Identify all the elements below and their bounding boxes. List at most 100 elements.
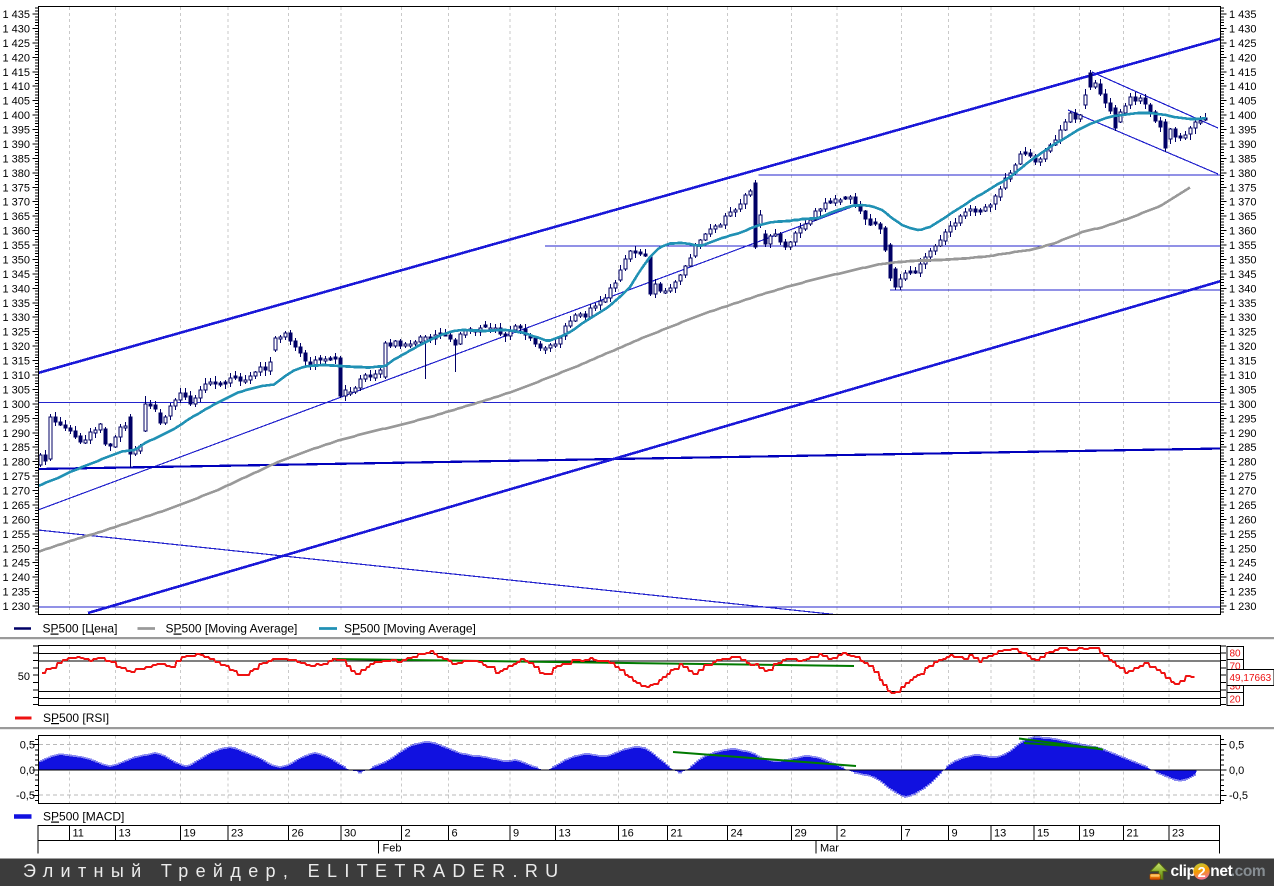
svg-text:29: 29 bbox=[795, 828, 807, 840]
svg-text:1 420: 1 420 bbox=[2, 53, 30, 65]
svg-text:19: 19 bbox=[1083, 828, 1095, 840]
svg-text:30: 30 bbox=[1230, 682, 1242, 693]
svg-text:0,0: 0,0 bbox=[20, 765, 35, 777]
svg-text:1 265: 1 265 bbox=[2, 500, 30, 512]
svg-text:1 425: 1 425 bbox=[2, 38, 30, 50]
svg-text:1 310: 1 310 bbox=[1229, 370, 1257, 382]
svg-text:15: 15 bbox=[1037, 828, 1049, 840]
svg-text:Feb: Feb bbox=[383, 843, 402, 855]
svg-text:1 390: 1 390 bbox=[2, 139, 30, 151]
svg-text:1 230: 1 230 bbox=[1229, 601, 1257, 613]
svg-text:1 355: 1 355 bbox=[1229, 240, 1257, 252]
svg-text:-0,5: -0,5 bbox=[16, 790, 35, 802]
svg-text:1 305: 1 305 bbox=[1229, 385, 1257, 397]
svg-text:1 405: 1 405 bbox=[1229, 96, 1257, 108]
svg-text:1 360: 1 360 bbox=[1229, 226, 1257, 238]
svg-text:1 260: 1 260 bbox=[2, 515, 30, 527]
svg-text:9: 9 bbox=[952, 828, 958, 840]
svg-text:1 410: 1 410 bbox=[2, 81, 30, 93]
svg-text:SP500 [Moving Average]: SP500 [Moving Average] bbox=[166, 622, 298, 636]
svg-text:19: 19 bbox=[184, 828, 196, 840]
svg-text:1 230: 1 230 bbox=[2, 601, 30, 613]
svg-text:1 380: 1 380 bbox=[2, 168, 30, 180]
svg-text:SP500 [MACD]: SP500 [MACD] bbox=[43, 810, 124, 824]
svg-text:SP500 [RSI]: SP500 [RSI] bbox=[43, 711, 109, 725]
svg-text:1 365: 1 365 bbox=[2, 211, 30, 223]
svg-text:1 255: 1 255 bbox=[2, 529, 30, 541]
svg-text:1 305: 1 305 bbox=[2, 385, 30, 397]
svg-text:Элитный Трейдер, ELITETRADER.R: Элитный Трейдер, ELITETRADER.RU bbox=[23, 861, 566, 881]
svg-text:0,5: 0,5 bbox=[20, 740, 35, 752]
svg-text:1 355: 1 355 bbox=[2, 240, 30, 252]
svg-text:1 265: 1 265 bbox=[1229, 500, 1257, 512]
svg-text:2: 2 bbox=[1198, 865, 1206, 881]
svg-text:9: 9 bbox=[513, 828, 519, 840]
svg-text:13: 13 bbox=[119, 828, 131, 840]
svg-text:1 335: 1 335 bbox=[1229, 298, 1257, 310]
svg-text:1 425: 1 425 bbox=[1229, 38, 1257, 50]
svg-text:1 275: 1 275 bbox=[2, 471, 30, 483]
svg-text:clip: clip bbox=[1171, 863, 1196, 880]
svg-text:1 235: 1 235 bbox=[1229, 587, 1257, 599]
svg-text:6: 6 bbox=[452, 828, 458, 840]
svg-text:16: 16 bbox=[622, 828, 634, 840]
svg-text:1 380: 1 380 bbox=[1229, 168, 1257, 180]
svg-text:1 290: 1 290 bbox=[1229, 428, 1257, 440]
svg-text:1 285: 1 285 bbox=[1229, 442, 1257, 454]
svg-text:1 240: 1 240 bbox=[1229, 572, 1257, 584]
svg-text:1 250: 1 250 bbox=[1229, 544, 1257, 556]
svg-text:1 375: 1 375 bbox=[2, 183, 30, 195]
svg-text:1 350: 1 350 bbox=[1229, 255, 1257, 267]
svg-text:1 315: 1 315 bbox=[2, 356, 30, 368]
svg-text:1 250: 1 250 bbox=[2, 544, 30, 556]
svg-text:1 430: 1 430 bbox=[2, 24, 30, 36]
svg-text:21: 21 bbox=[671, 828, 683, 840]
svg-text:0,0: 0,0 bbox=[1229, 765, 1244, 777]
svg-text:SP500 [Цена]: SP500 [Цена] bbox=[43, 622, 118, 636]
svg-text:30: 30 bbox=[344, 828, 356, 840]
svg-text:23: 23 bbox=[1172, 828, 1184, 840]
svg-text:1 280: 1 280 bbox=[2, 457, 30, 469]
svg-text:1 320: 1 320 bbox=[1229, 341, 1257, 353]
svg-text:1 385: 1 385 bbox=[2, 154, 30, 166]
svg-text:1 240: 1 240 bbox=[2, 572, 30, 584]
svg-text:1 370: 1 370 bbox=[1229, 197, 1257, 209]
svg-text:1 420: 1 420 bbox=[1229, 53, 1257, 65]
svg-text:1 275: 1 275 bbox=[1229, 471, 1257, 483]
svg-text:7: 7 bbox=[905, 828, 911, 840]
svg-text:1 395: 1 395 bbox=[1229, 125, 1257, 137]
svg-text:1 360: 1 360 bbox=[2, 226, 30, 238]
svg-text:1 330: 1 330 bbox=[1229, 312, 1257, 324]
svg-text:.com: .com bbox=[1231, 863, 1266, 880]
svg-text:1 300: 1 300 bbox=[2, 399, 30, 411]
svg-text:1 285: 1 285 bbox=[2, 442, 30, 454]
svg-text:1 270: 1 270 bbox=[1229, 486, 1257, 498]
svg-text:1 395: 1 395 bbox=[2, 125, 30, 137]
svg-text:Mar: Mar bbox=[820, 843, 839, 855]
svg-text:1 325: 1 325 bbox=[2, 327, 30, 339]
svg-text:1 375: 1 375 bbox=[1229, 183, 1257, 195]
svg-text:1 340: 1 340 bbox=[2, 284, 30, 296]
svg-text:1 335: 1 335 bbox=[2, 298, 30, 310]
svg-text:1 315: 1 315 bbox=[1229, 356, 1257, 368]
svg-text:1 415: 1 415 bbox=[1229, 67, 1257, 79]
svg-text:50: 50 bbox=[18, 671, 30, 683]
svg-text:1 245: 1 245 bbox=[2, 558, 30, 570]
svg-text:2: 2 bbox=[840, 828, 846, 840]
svg-text:1 310: 1 310 bbox=[2, 370, 30, 382]
svg-text:SP500 [Moving Average]: SP500 [Moving Average] bbox=[344, 622, 476, 636]
svg-text:1 325: 1 325 bbox=[1229, 327, 1257, 339]
svg-text:1 300: 1 300 bbox=[1229, 399, 1257, 411]
svg-text:1 400: 1 400 bbox=[1229, 110, 1257, 122]
svg-text:1 260: 1 260 bbox=[1229, 515, 1257, 527]
svg-text:26: 26 bbox=[292, 828, 304, 840]
svg-text:1 290: 1 290 bbox=[2, 428, 30, 440]
svg-text:1 295: 1 295 bbox=[1229, 414, 1257, 426]
svg-text:20: 20 bbox=[1230, 695, 1242, 706]
svg-text:1 385: 1 385 bbox=[1229, 154, 1257, 166]
svg-text:1 435: 1 435 bbox=[1229, 9, 1257, 21]
svg-text:1 430: 1 430 bbox=[1229, 24, 1257, 36]
svg-text:1 415: 1 415 bbox=[2, 67, 30, 79]
svg-text:1 330: 1 330 bbox=[2, 312, 30, 324]
svg-text:1 245: 1 245 bbox=[1229, 558, 1257, 570]
